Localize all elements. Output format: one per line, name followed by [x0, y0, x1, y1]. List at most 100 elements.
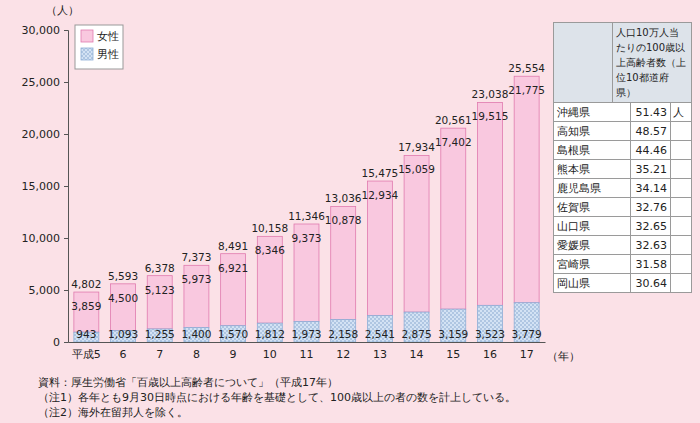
total-label: 10,158 — [251, 222, 288, 234]
table-row: 宮崎県31.58 — [554, 255, 692, 274]
table-cell: 51.43 — [631, 103, 671, 122]
data-labels: 3,8594,5005,1235,9736,9218,3469,37310,87… — [71, 62, 545, 340]
y-tick-mark — [64, 186, 68, 187]
table-cell: 32.63 — [631, 236, 671, 255]
table-cell: 34.14 — [631, 179, 671, 198]
y-tick-label: 30,000 — [22, 24, 61, 37]
bar — [74, 292, 99, 332]
legend-swatch — [81, 48, 93, 60]
table-cell: 宮崎県 — [554, 255, 631, 274]
data-label: 4,500 — [108, 292, 138, 304]
x-tick-label: 6 — [120, 348, 127, 361]
table-header: 人口10万人当たりの100歳以上高齢者数（上位10都道府県） — [613, 23, 692, 103]
table-cell: 32.65 — [631, 217, 671, 236]
y-tick-label: 10,000 — [22, 232, 61, 245]
total-label: 15,475 — [362, 167, 399, 179]
legend-swatch — [81, 30, 93, 42]
y-tick: 20,000 — [22, 128, 69, 141]
bar — [404, 155, 429, 312]
y-tick-label: 15,000 — [22, 180, 61, 193]
side-table: 人口10万人当たりの100歳以上高齢者数（上位10都道府県）沖縄県51.43人高… — [553, 22, 692, 293]
data-label: 3,859 — [71, 300, 101, 312]
y-tick: 15,000 — [22, 180, 69, 193]
table-cell: 高知県 — [554, 122, 631, 141]
table-cell: 48.57 — [631, 122, 671, 141]
x-tick-label: 8 — [193, 348, 200, 361]
table-row: 島根県44.46 — [554, 141, 692, 160]
x-axis-line — [69, 342, 546, 343]
total-label: 11,346 — [288, 210, 325, 222]
bar — [514, 76, 539, 302]
data-label: 1,400 — [181, 328, 211, 340]
data-label: 2,875 — [402, 328, 432, 340]
table-cell: 愛媛県 — [554, 236, 631, 255]
x-tick: 16 — [483, 342, 497, 361]
y-axis-line — [64, 31, 69, 343]
data-label: 3,523 — [475, 328, 505, 340]
table-cell: 30.64 — [631, 274, 671, 293]
table-cell: 44.46 — [631, 141, 671, 160]
table-row: 沖縄県51.43人 — [554, 103, 692, 122]
y-tick: 30,000 — [22, 24, 69, 37]
x-tick: 13 — [373, 342, 387, 361]
data-label: 9,373 — [291, 232, 321, 244]
x-tick: 12 — [336, 342, 350, 361]
data-label: 19,515 — [472, 110, 509, 122]
total-label: 4,802 — [71, 278, 101, 290]
data-label: 2,158 — [328, 328, 358, 340]
table-cell — [671, 179, 692, 198]
x-tick: 9 — [230, 342, 237, 361]
total-label: 8,491 — [218, 240, 248, 252]
x-tick-label: 16 — [483, 348, 497, 361]
table-row: 山口県32.65 — [554, 217, 692, 236]
y-tick-label: 25,000 — [22, 76, 61, 89]
total-label: 6,378 — [145, 262, 175, 274]
total-label: 20,561 — [435, 114, 472, 126]
y-tick: 5,000 — [29, 284, 69, 297]
y-tick-mark — [64, 238, 68, 239]
x-tick-label: 15 — [446, 348, 460, 361]
y-tick-label: 0 — [53, 336, 60, 349]
background — [0, 0, 700, 423]
x-tick: 14 — [410, 342, 424, 361]
data-label: 1,093 — [108, 328, 138, 340]
y-unit-label: （人） — [46, 4, 79, 17]
x-tick-label: 14 — [410, 348, 424, 361]
data-label: 12,934 — [362, 189, 399, 201]
y-tick-mark — [64, 134, 68, 135]
data-label: 6,921 — [218, 262, 248, 274]
data-label: 1,570 — [218, 328, 248, 340]
table-cell: 35.21 — [631, 160, 671, 179]
data-label: 10,878 — [325, 214, 362, 226]
table-cell: 31.58 — [631, 255, 671, 274]
table-cell: 熊本県 — [554, 160, 631, 179]
data-label: 21,775 — [508, 84, 545, 96]
legend-label: 男性 — [97, 48, 119, 61]
x-tick: 15 — [446, 342, 460, 361]
table-header-blank — [554, 23, 613, 103]
x-tick: 6 — [120, 342, 127, 361]
table-row: 愛媛県32.63 — [554, 236, 692, 255]
y-tick-mark — [64, 30, 68, 31]
table-row: 高知県48.57 — [554, 122, 692, 141]
x-tick-label: 13 — [373, 348, 387, 361]
total-label: 13,036 — [325, 192, 362, 204]
table-cell: 鹿児島県 — [554, 179, 631, 198]
bar — [367, 181, 392, 316]
data-label: 943 — [76, 328, 96, 340]
data-label: 15,059 — [398, 163, 435, 175]
table-cell — [671, 255, 692, 274]
table-row: 鹿児島県34.14 — [554, 179, 692, 198]
data-label: 1,255 — [145, 328, 175, 340]
x-tick: 8 — [193, 342, 200, 361]
total-label: 5,593 — [108, 270, 138, 282]
table-cell: 山口県 — [554, 217, 631, 236]
table-cell: 岡山県 — [554, 274, 631, 293]
bar-series — [74, 76, 539, 332]
x-tick-label: 平成5 — [72, 348, 101, 361]
data-label: 17,402 — [435, 136, 472, 148]
y-tick-mark — [64, 82, 68, 83]
data-label: 1,812 — [255, 328, 285, 340]
table-cell: 沖縄県 — [554, 103, 631, 122]
table-row: 熊本県35.21 — [554, 160, 692, 179]
